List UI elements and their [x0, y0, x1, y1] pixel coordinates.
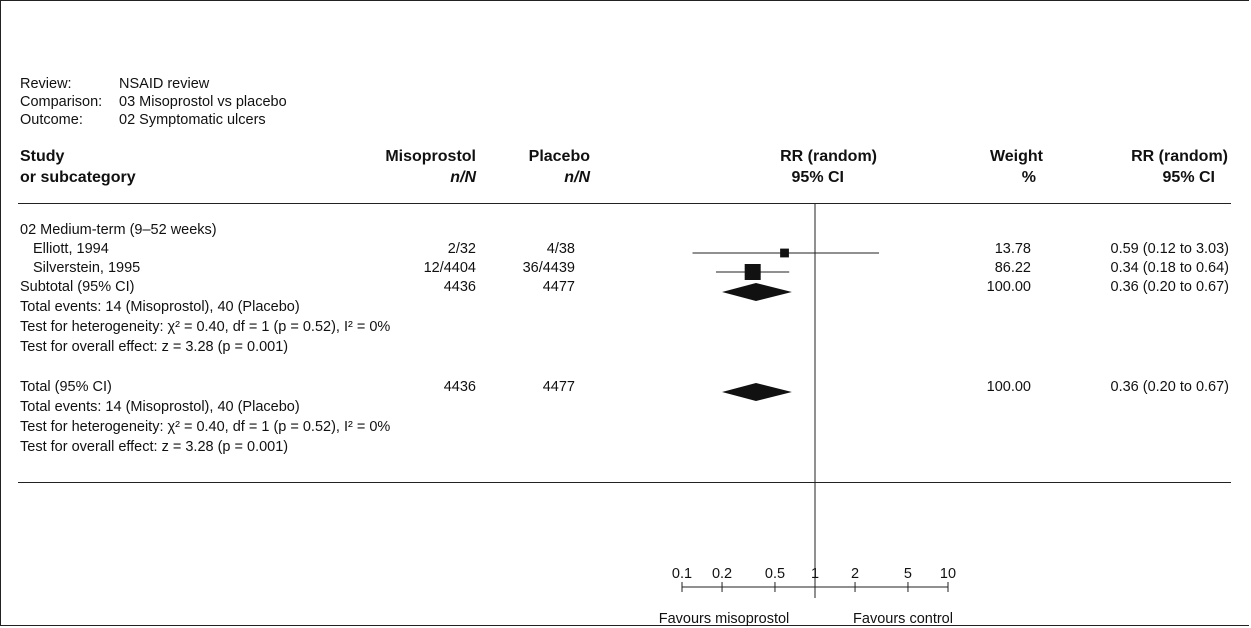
pooled-estimate-diamond — [722, 383, 792, 401]
comparison-value: 03 Misoprostol vs placebo — [119, 94, 287, 110]
subgroup-total-events: Total events: 14 (Misoprostol), 40 (Plac… — [20, 299, 300, 315]
total-control: 4477 — [542, 379, 575, 395]
x-tick-label: 0.1 — [672, 566, 692, 582]
review-value: NSAID review — [119, 76, 210, 92]
header-rule — [18, 203, 1231, 204]
subtotal-treat: 4436 — [443, 279, 476, 295]
x-tick-label: 5 — [904, 566, 912, 582]
x-tick-label: 0.2 — [712, 566, 732, 582]
subtotal-weight: 100.00 — [986, 279, 1031, 295]
study-point-estimate — [744, 264, 761, 280]
x-tick-label: 1 — [811, 566, 819, 582]
outcome-label: Outcome: — [20, 112, 83, 128]
outcome-value: 02 Symptomatic ulcers — [119, 112, 266, 128]
study-treat: 12/4404 — [423, 260, 476, 276]
subgroup-heterogeneity: Test for heterogeneity: χ² = 0.40, df = … — [20, 319, 391, 335]
study-ci: 0.34 (0.18 to 0.64) — [1110, 260, 1230, 276]
study-point-estimate — [780, 248, 789, 258]
comparison-label: Comparison: — [20, 94, 103, 110]
subtotal-ci: 0.36 (0.20 to 0.67) — [1110, 279, 1230, 295]
col-rr-subtitle: 95% CI — [1162, 169, 1215, 186]
col-weight-subtitle: % — [1021, 169, 1036, 186]
col-study-title: Study — [20, 148, 65, 165]
total-heterogeneity: Test for heterogeneity: χ² = 0.40, df = … — [20, 419, 391, 435]
footer-rule — [18, 482, 1231, 483]
col-weight-title: Weight — [989, 148, 1043, 165]
subtotal-control: 4477 — [542, 279, 575, 295]
total-events: Total events: 14 (Misoprostol), 40 (Plac… — [20, 399, 300, 415]
total-weight: 100.00 — [986, 379, 1031, 395]
x-tick-label: 10 — [940, 566, 956, 582]
pooled-estimate-diamond — [722, 283, 792, 301]
study-treat: 2/32 — [447, 241, 476, 257]
col-control-title: Placebo — [528, 148, 590, 165]
study-weight: 13.78 — [994, 241, 1031, 257]
x-tick-label: 0.5 — [765, 566, 785, 582]
col-treat-title: Misoprostol — [385, 148, 476, 165]
col-plot-title: RR (random) — [780, 148, 877, 165]
x-tick-label: 2 — [851, 566, 859, 582]
subgroup-label: 02 Medium-term (9–52 weeks) — [20, 222, 217, 238]
study-weight: 86.22 — [994, 260, 1031, 276]
subtotal-label: Subtotal (95% CI) — [20, 279, 135, 295]
study-control: 36/4439 — [522, 260, 575, 276]
total-overall-effect: Test for overall effect: z = 3.28 (p = 0… — [20, 439, 289, 455]
col-study-subtitle: or subcategory — [20, 169, 136, 186]
col-control-subtitle: n/N — [564, 169, 590, 186]
col-treat-subtitle: n/N — [450, 169, 476, 186]
study-control: 4/38 — [546, 241, 575, 257]
col-rr-title: RR (random) — [1131, 148, 1228, 165]
total-ci: 0.36 (0.20 to 0.67) — [1110, 379, 1230, 395]
study-ci: 0.59 (0.12 to 3.03) — [1110, 241, 1230, 257]
subgroup-overall-effect: Test for overall effect: z = 3.28 (p = 0… — [20, 339, 289, 355]
study-name: Elliott, 1994 — [33, 241, 109, 257]
col-plot-subtitle: 95% CI — [791, 169, 844, 186]
favours-left-label: Favours misoprostol — [659, 611, 790, 627]
total-label: Total (95% CI) — [20, 379, 112, 395]
review-label: Review: — [20, 76, 72, 92]
study-name: Silverstein, 1995 — [33, 260, 141, 276]
favours-right-label: Favours control — [853, 611, 953, 627]
total-treat: 4436 — [443, 379, 476, 395]
